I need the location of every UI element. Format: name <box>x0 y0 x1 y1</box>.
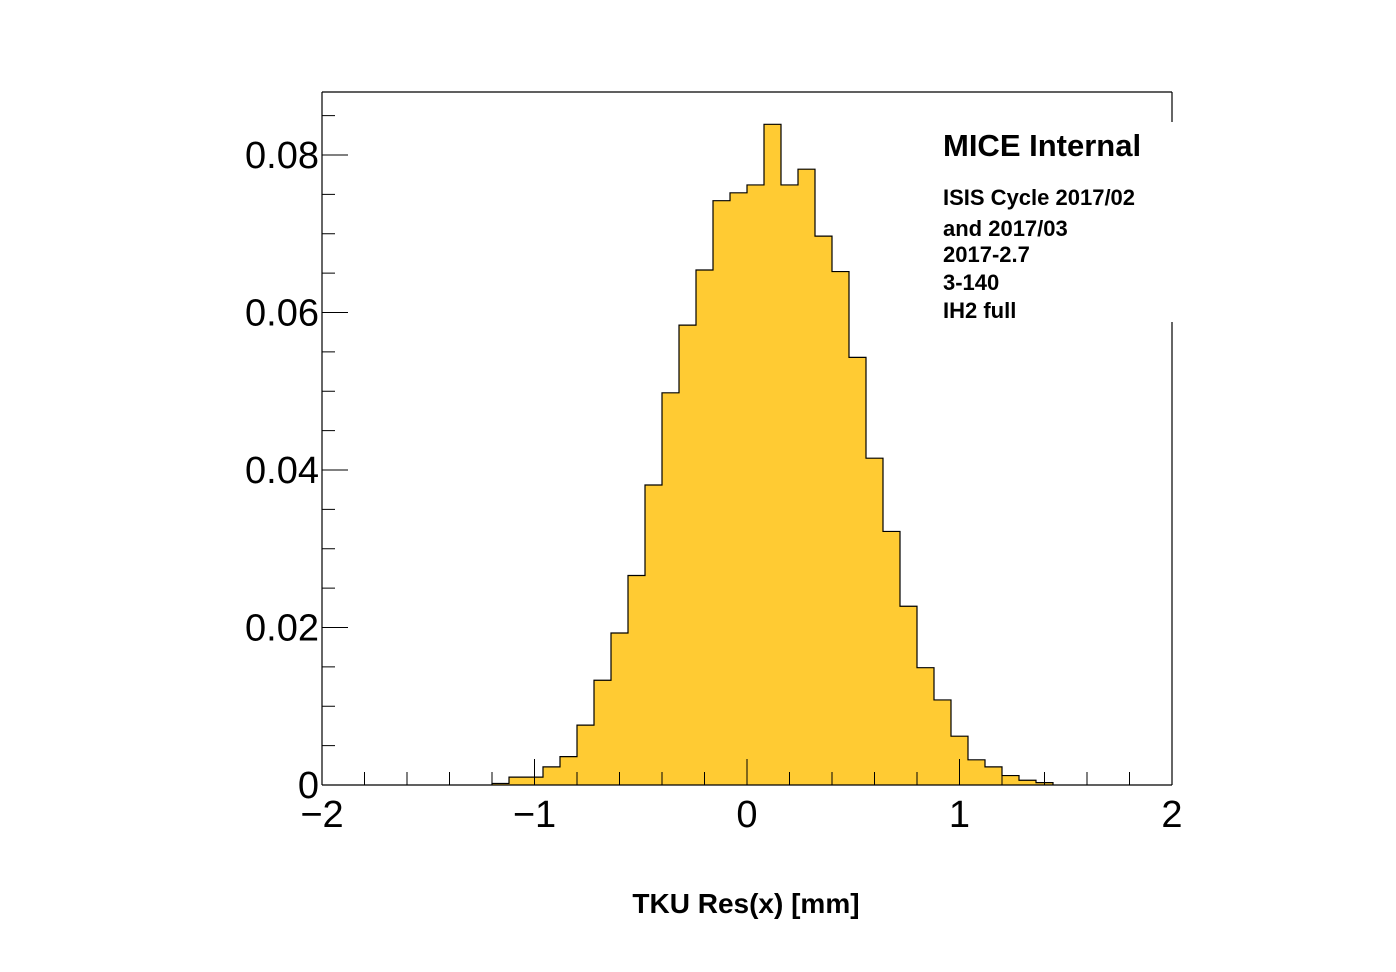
histogram-bar <box>730 192 747 786</box>
x-tick-label: 1 <box>949 794 970 836</box>
x-tick-label: 2 <box>1161 794 1182 836</box>
histogram-bar <box>764 124 781 786</box>
histogram-bar <box>1019 780 1036 785</box>
histogram-bar <box>747 184 764 786</box>
histogram-bar <box>985 766 1002 785</box>
histogram-bar <box>900 606 917 785</box>
y-axis-ticks <box>322 115 348 786</box>
histogram-bar <box>781 184 798 786</box>
histogram-outline <box>491 123 1054 785</box>
x-axis-title: TKU Res(x) [mm] <box>632 888 859 919</box>
histogram-bar <box>679 325 696 785</box>
y-axis-tick-labels: 0 0.02 0.04 0.06 0.08 <box>245 135 319 807</box>
histogram-bar <box>543 766 560 785</box>
histogram-bar <box>492 783 509 785</box>
annotation-line-1: ISIS Cycle 2017/02 <box>943 185 1135 210</box>
y-tick-label: 0.04 <box>245 450 319 492</box>
histogram-bar <box>645 484 662 785</box>
histogram-bar <box>815 236 832 786</box>
y-tick-label: 0.02 <box>245 608 319 650</box>
histogram-bar <box>1002 775 1019 785</box>
y-tick-label: 0.08 <box>245 135 319 177</box>
histogram-bar <box>594 680 611 785</box>
x-axis-ticks <box>321 759 1173 785</box>
histogram-bar <box>713 200 730 786</box>
histogram-bar <box>798 169 815 786</box>
histogram-bar <box>662 392 679 785</box>
x-tick-label: 0 <box>736 794 757 836</box>
histogram-bar <box>917 667 934 785</box>
histogram-bar <box>577 725 594 785</box>
histogram-bar <box>696 269 713 786</box>
annotation-background <box>940 122 1190 322</box>
histogram-bar <box>866 458 883 785</box>
histogram-bar <box>968 759 985 785</box>
histogram-bar <box>509 777 526 785</box>
histogram-bar <box>883 531 900 785</box>
histogram-bar <box>560 756 577 785</box>
y-tick-label: 0 <box>298 765 319 807</box>
histogram-bar <box>849 357 866 785</box>
histogram-bars <box>491 123 1054 786</box>
histogram-bar <box>934 699 951 785</box>
annotation-line-4: 3-140 <box>943 270 999 295</box>
y-tick-label: 0.06 <box>245 293 319 335</box>
annotation-line-3: 2017-2.7 <box>943 242 1030 267</box>
annotation-line-5: IH2 full <box>943 298 1016 323</box>
x-axis-tick-labels: −2 −1 0 1 2 <box>300 794 1182 836</box>
x-tick-label: −1 <box>513 794 556 836</box>
histogram-bar <box>628 575 645 785</box>
annotation-title: MICE Internal <box>943 128 1141 163</box>
x-tick-label: −2 <box>300 794 343 836</box>
histogram-bar <box>611 633 628 785</box>
histogram-bar <box>832 271 849 785</box>
annotation-line-2: and 2017/03 <box>943 216 1068 241</box>
